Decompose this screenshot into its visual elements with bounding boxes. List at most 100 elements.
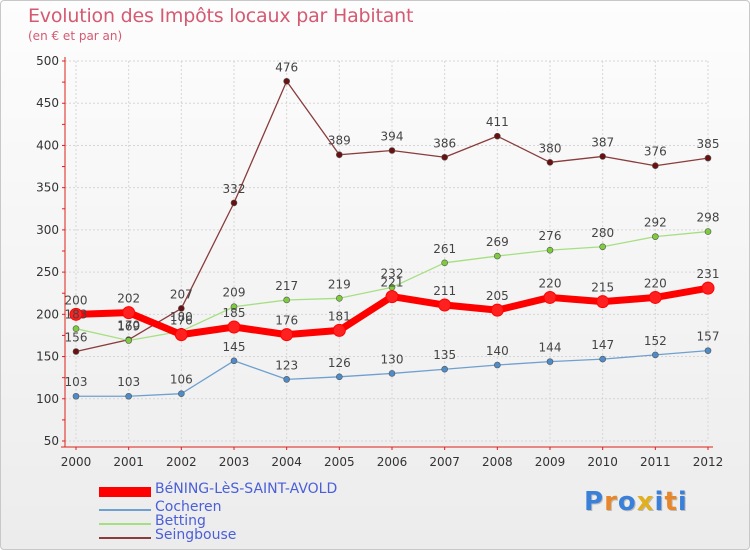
data-point-betting	[599, 243, 606, 251]
legend-item-seingbouse: Seingbouse	[99, 527, 399, 545]
y-tick-label: 250	[36, 265, 59, 279]
data-label-seingbouse: 385	[697, 137, 720, 151]
data-point-bening	[122, 306, 136, 320]
proxiti-logo: Proxiti	[584, 487, 688, 517]
data-label-cocheren: 147	[591, 338, 614, 352]
x-tick-label: 2003	[219, 455, 250, 469]
y-tick-label: 150	[36, 350, 59, 364]
data-label-bening: 176	[275, 314, 298, 328]
legend-label-betting: Betting	[155, 513, 206, 529]
data-point-cocheren	[72, 392, 80, 400]
data-label-betting: 298	[697, 211, 720, 225]
data-point-bening	[227, 320, 241, 334]
data-point-bening	[701, 281, 715, 295]
data-label-betting: 269	[486, 235, 509, 249]
legend-item-bening: BéNING-LèS-SAINT-AVOLD	[99, 481, 399, 499]
data-label-betting: 169	[117, 320, 140, 334]
data-label-cocheren: 126	[328, 356, 351, 370]
y-tick-label: 500	[36, 54, 59, 68]
legend-swatch-betting	[99, 523, 151, 525]
data-point-betting	[336, 294, 343, 302]
logo-letter: r	[604, 487, 618, 517]
legend-item-betting: Betting	[99, 513, 399, 531]
data-label-cocheren: 135	[433, 348, 456, 362]
chart-title: Evolution des Impôts locaux par Habitant	[28, 5, 414, 27]
data-point-betting	[652, 233, 659, 240]
data-point-seingbouse	[72, 348, 80, 355]
data-point-cocheren	[125, 392, 132, 400]
logo-letter: t	[664, 487, 678, 517]
data-point-seingbouse	[388, 147, 396, 154]
logo-letter: P	[584, 487, 605, 517]
data-label-cocheren: 103	[117, 375, 140, 389]
data-point-cocheren	[599, 355, 606, 363]
data-label-betting: 292	[644, 216, 667, 230]
data-label-betting: 180	[170, 310, 193, 324]
data-label-bening: 185	[223, 306, 246, 320]
data-point-bening	[596, 295, 610, 309]
x-tick-label: 2001	[113, 455, 144, 469]
data-point-betting	[125, 337, 132, 344]
legend-swatch-bening	[99, 487, 151, 497]
data-label-seingbouse: 476	[275, 60, 298, 74]
y-tick-label: 400	[36, 138, 59, 152]
data-point-seingbouse	[336, 151, 343, 159]
data-point-seingbouse	[494, 132, 501, 140]
data-label-cocheren: 145	[223, 340, 246, 354]
data-label-bening: 215	[591, 281, 614, 295]
logo-letter: i	[654, 487, 665, 517]
data-label-bening: 200	[65, 293, 88, 307]
data-label-seingbouse: 170	[117, 319, 140, 333]
data-label-bening: 176	[170, 314, 193, 328]
data-label-seingbouse: 394	[381, 130, 404, 144]
legend-swatch-seingbouse	[99, 537, 151, 539]
data-point-bening	[385, 290, 399, 304]
data-point-seingbouse	[283, 77, 290, 85]
x-tick-label: 2010	[587, 455, 618, 469]
data-label-seingbouse: 380	[539, 141, 562, 155]
data-point-seingbouse	[178, 305, 185, 312]
x-tick-label: 2012	[693, 455, 724, 469]
data-label-cocheren: 123	[275, 358, 298, 372]
data-point-cocheren	[441, 365, 448, 373]
data-point-betting	[283, 296, 290, 304]
legend-item-cocheren: Cocheren	[99, 499, 399, 517]
data-point-seingbouse	[441, 153, 448, 161]
x-tick-label: 2008	[482, 455, 513, 469]
data-label-betting: 280	[591, 226, 614, 240]
legend-swatch-cocheren	[99, 509, 151, 511]
x-tick-label: 2006	[377, 455, 408, 469]
data-label-betting: 217	[275, 279, 298, 293]
data-label-cocheren: 144	[539, 341, 562, 355]
y-tick-label: 50	[44, 434, 59, 448]
data-point-bening	[438, 298, 452, 312]
data-point-betting	[230, 303, 238, 311]
data-point-betting	[441, 259, 448, 267]
data-label-betting: 232	[381, 266, 404, 280]
logo-letter: x	[636, 487, 655, 517]
data-point-seingbouse	[652, 162, 659, 170]
data-point-seingbouse	[230, 199, 238, 207]
data-label-seingbouse: 411	[486, 115, 509, 129]
x-tick-label: 2002	[166, 455, 197, 469]
y-tick-label: 350	[36, 181, 59, 195]
data-label-seingbouse: 389	[328, 134, 351, 148]
data-label-cocheren: 130	[381, 352, 404, 366]
data-label-seingbouse: 386	[433, 136, 456, 150]
data-label-betting: 276	[539, 229, 562, 243]
data-point-bening	[543, 290, 557, 304]
data-label-betting: 209	[223, 286, 246, 300]
logo-letter: i	[677, 487, 688, 517]
data-point-seingbouse	[704, 154, 712, 162]
logo-letter: o	[617, 487, 637, 517]
y-tick-label: 100	[36, 392, 59, 406]
y-tick-label: 450	[36, 96, 59, 110]
data-point-betting	[704, 228, 712, 235]
data-point-cocheren	[388, 370, 396, 377]
legend-label-bening: BéNING-LèS-SAINT-AVOLD	[155, 481, 338, 497]
data-label-bening: 220	[644, 276, 667, 290]
data-label-cocheren: 103	[65, 375, 88, 389]
x-tick-label: 2009	[535, 455, 566, 469]
x-tick-label: 2000	[61, 455, 92, 469]
